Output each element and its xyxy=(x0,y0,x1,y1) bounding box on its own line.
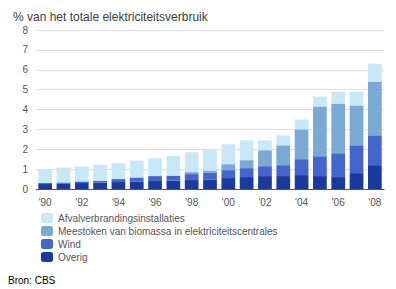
svg-text:Meestoken van biomassa in elek: Meestoken van biomassa in elektriciteits… xyxy=(58,226,278,237)
svg-text:1: 1 xyxy=(22,164,28,175)
svg-text:0: 0 xyxy=(22,184,28,195)
svg-text:'94: '94 xyxy=(112,197,125,208)
svg-text:'02: '02 xyxy=(258,197,271,208)
svg-text:5: 5 xyxy=(22,84,28,95)
svg-text:'96: '96 xyxy=(149,197,162,208)
svg-text:2: 2 xyxy=(22,144,28,155)
svg-text:'06: '06 xyxy=(332,197,345,208)
svg-text:3: 3 xyxy=(22,124,28,135)
svg-text:4: 4 xyxy=(22,104,28,115)
svg-text:'92: '92 xyxy=(75,197,88,208)
svg-text:8: 8 xyxy=(22,25,28,36)
svg-text:7: 7 xyxy=(22,44,28,55)
svg-text:Afvalverbrandingsinstallaties: Afvalverbrandingsinstallaties xyxy=(58,213,185,224)
svg-text:Bron: CBS: Bron: CBS xyxy=(8,275,56,286)
svg-text:Wind: Wind xyxy=(58,239,81,250)
svg-text:% van het totale elektriciteit: % van het totale elektriciteitsverbruik xyxy=(13,10,209,24)
svg-text:Overig: Overig xyxy=(58,252,87,263)
svg-text:'04: '04 xyxy=(295,197,308,208)
svg-text:'98: '98 xyxy=(185,197,198,208)
svg-text:'90: '90 xyxy=(39,197,52,208)
svg-text:'08: '08 xyxy=(368,197,381,208)
svg-text:6: 6 xyxy=(22,64,28,75)
svg-text:'00: '00 xyxy=(222,197,235,208)
